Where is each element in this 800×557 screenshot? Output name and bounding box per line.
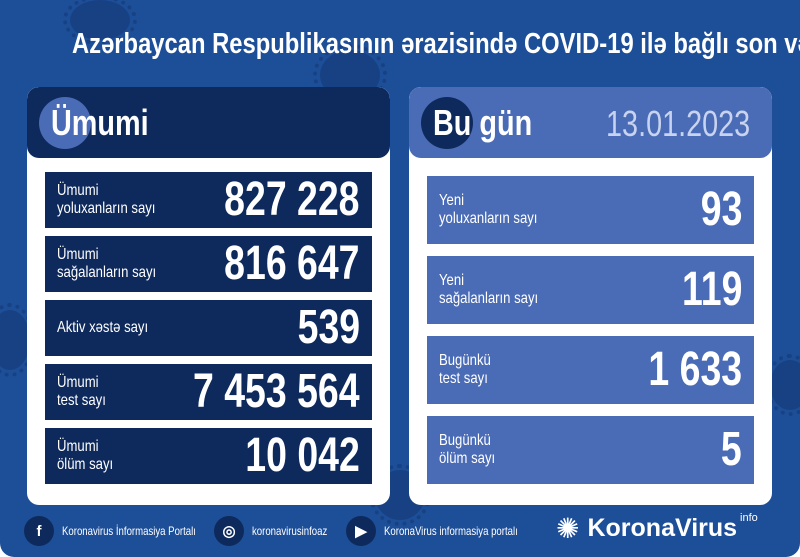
youtube-link[interactable]: ▶ KoronaVirus informasiya portalı <box>346 516 518 546</box>
stat-value: 5 <box>721 423 742 476</box>
virus-decoration-icon <box>0 302 35 378</box>
instagram-link[interactable]: ◎ koronavirusinfoaz <box>214 516 327 546</box>
total-header: Ümumi <box>27 87 390 158</box>
virus-icon <box>421 97 473 149</box>
stat-label: Ümumi test sayı <box>57 374 106 409</box>
facebook-label: Koronavirus İnformasiya Portalı <box>62 524 196 538</box>
footer: f Koronavirus İnformasiya Portalı ◎ korona… <box>0 512 800 552</box>
stat-value: 10 042 <box>245 429 360 482</box>
stat-value: 539 <box>297 301 360 354</box>
virus-icon <box>39 97 91 149</box>
stat-value: 816 647 <box>224 237 360 290</box>
total-card: Ümumi Ümumi yoluxanların sayı 827 228 Ümu… <box>27 87 390 505</box>
stat-value: 827 228 <box>224 173 360 226</box>
date: 13.01.2023 <box>605 103 750 144</box>
brand-sup: info <box>740 512 758 524</box>
total-heading: Ümumi <box>51 101 149 143</box>
sun-virus-icon: ✺ <box>556 513 580 544</box>
youtube-icon: ▶ <box>346 516 376 546</box>
stat-value: 119 <box>681 263 742 316</box>
today-card: Bu gün 13.01.2023 Yeni yoluxanların sayı… <box>409 87 772 505</box>
stat-label: Yeni yoluxanların sayı <box>439 192 538 227</box>
stat-label: Yeni sağalanların sayı <box>439 272 539 307</box>
facebook-icon: f <box>24 516 54 546</box>
stat-label: Bugünkü ölüm sayı <box>439 432 496 467</box>
stat-row: Yeni sağalanların sayı 119 <box>427 256 754 324</box>
stat-row: Bugünkü test sayı 1 633 <box>427 336 754 404</box>
stat-value: 93 <box>700 183 742 236</box>
page-title: Azərbaycan Respublikasının ərazisində CO… <box>72 28 800 60</box>
brand-name: KoronaVirus <box>587 514 738 542</box>
stat-row: Ümumi yoluxanların sayı 827 228 <box>45 172 372 228</box>
youtube-label: KoronaVirus informasiya portalı <box>384 524 518 538</box>
stat-label: Ümumi sağalanların sayı <box>57 246 157 281</box>
instagram-icon: ◎ <box>214 516 244 546</box>
stat-row: Ümumi test sayı 7 453 564 <box>45 364 372 420</box>
stat-label: Ümumi ölüm sayı <box>57 438 114 473</box>
today-header: Bu gün 13.01.2023 <box>409 87 772 158</box>
facebook-link[interactable]: f Koronavirus İnformasiya Portalı <box>24 516 196 546</box>
stat-row: Aktiv xəstə sayı 539 <box>45 300 372 356</box>
stat-value: 7 453 564 <box>193 365 360 418</box>
brand-logo: ✺ KoronaVirus info <box>556 512 758 545</box>
stat-row: Bugünkü ölüm sayı 5 <box>427 416 754 484</box>
instagram-label: koronavirusinfoaz <box>252 524 328 538</box>
stat-value: 1 633 <box>648 343 742 396</box>
stat-label: Ümumi yoluxanların sayı <box>57 182 156 217</box>
stat-row: Ümumi sağalanların sayı 816 647 <box>45 236 372 292</box>
virus-decoration-icon <box>765 354 800 416</box>
stat-row: Yeni yoluxanların sayı 93 <box>427 176 754 244</box>
today-heading: Bu gün <box>433 101 533 143</box>
virus-decoration-icon <box>62 0 138 45</box>
stat-label: Bugünkü test sayı <box>439 352 491 387</box>
stat-label: Aktiv xəstə sayı <box>57 319 149 336</box>
stat-row: Ümumi ölüm sayı 10 042 <box>45 428 372 484</box>
